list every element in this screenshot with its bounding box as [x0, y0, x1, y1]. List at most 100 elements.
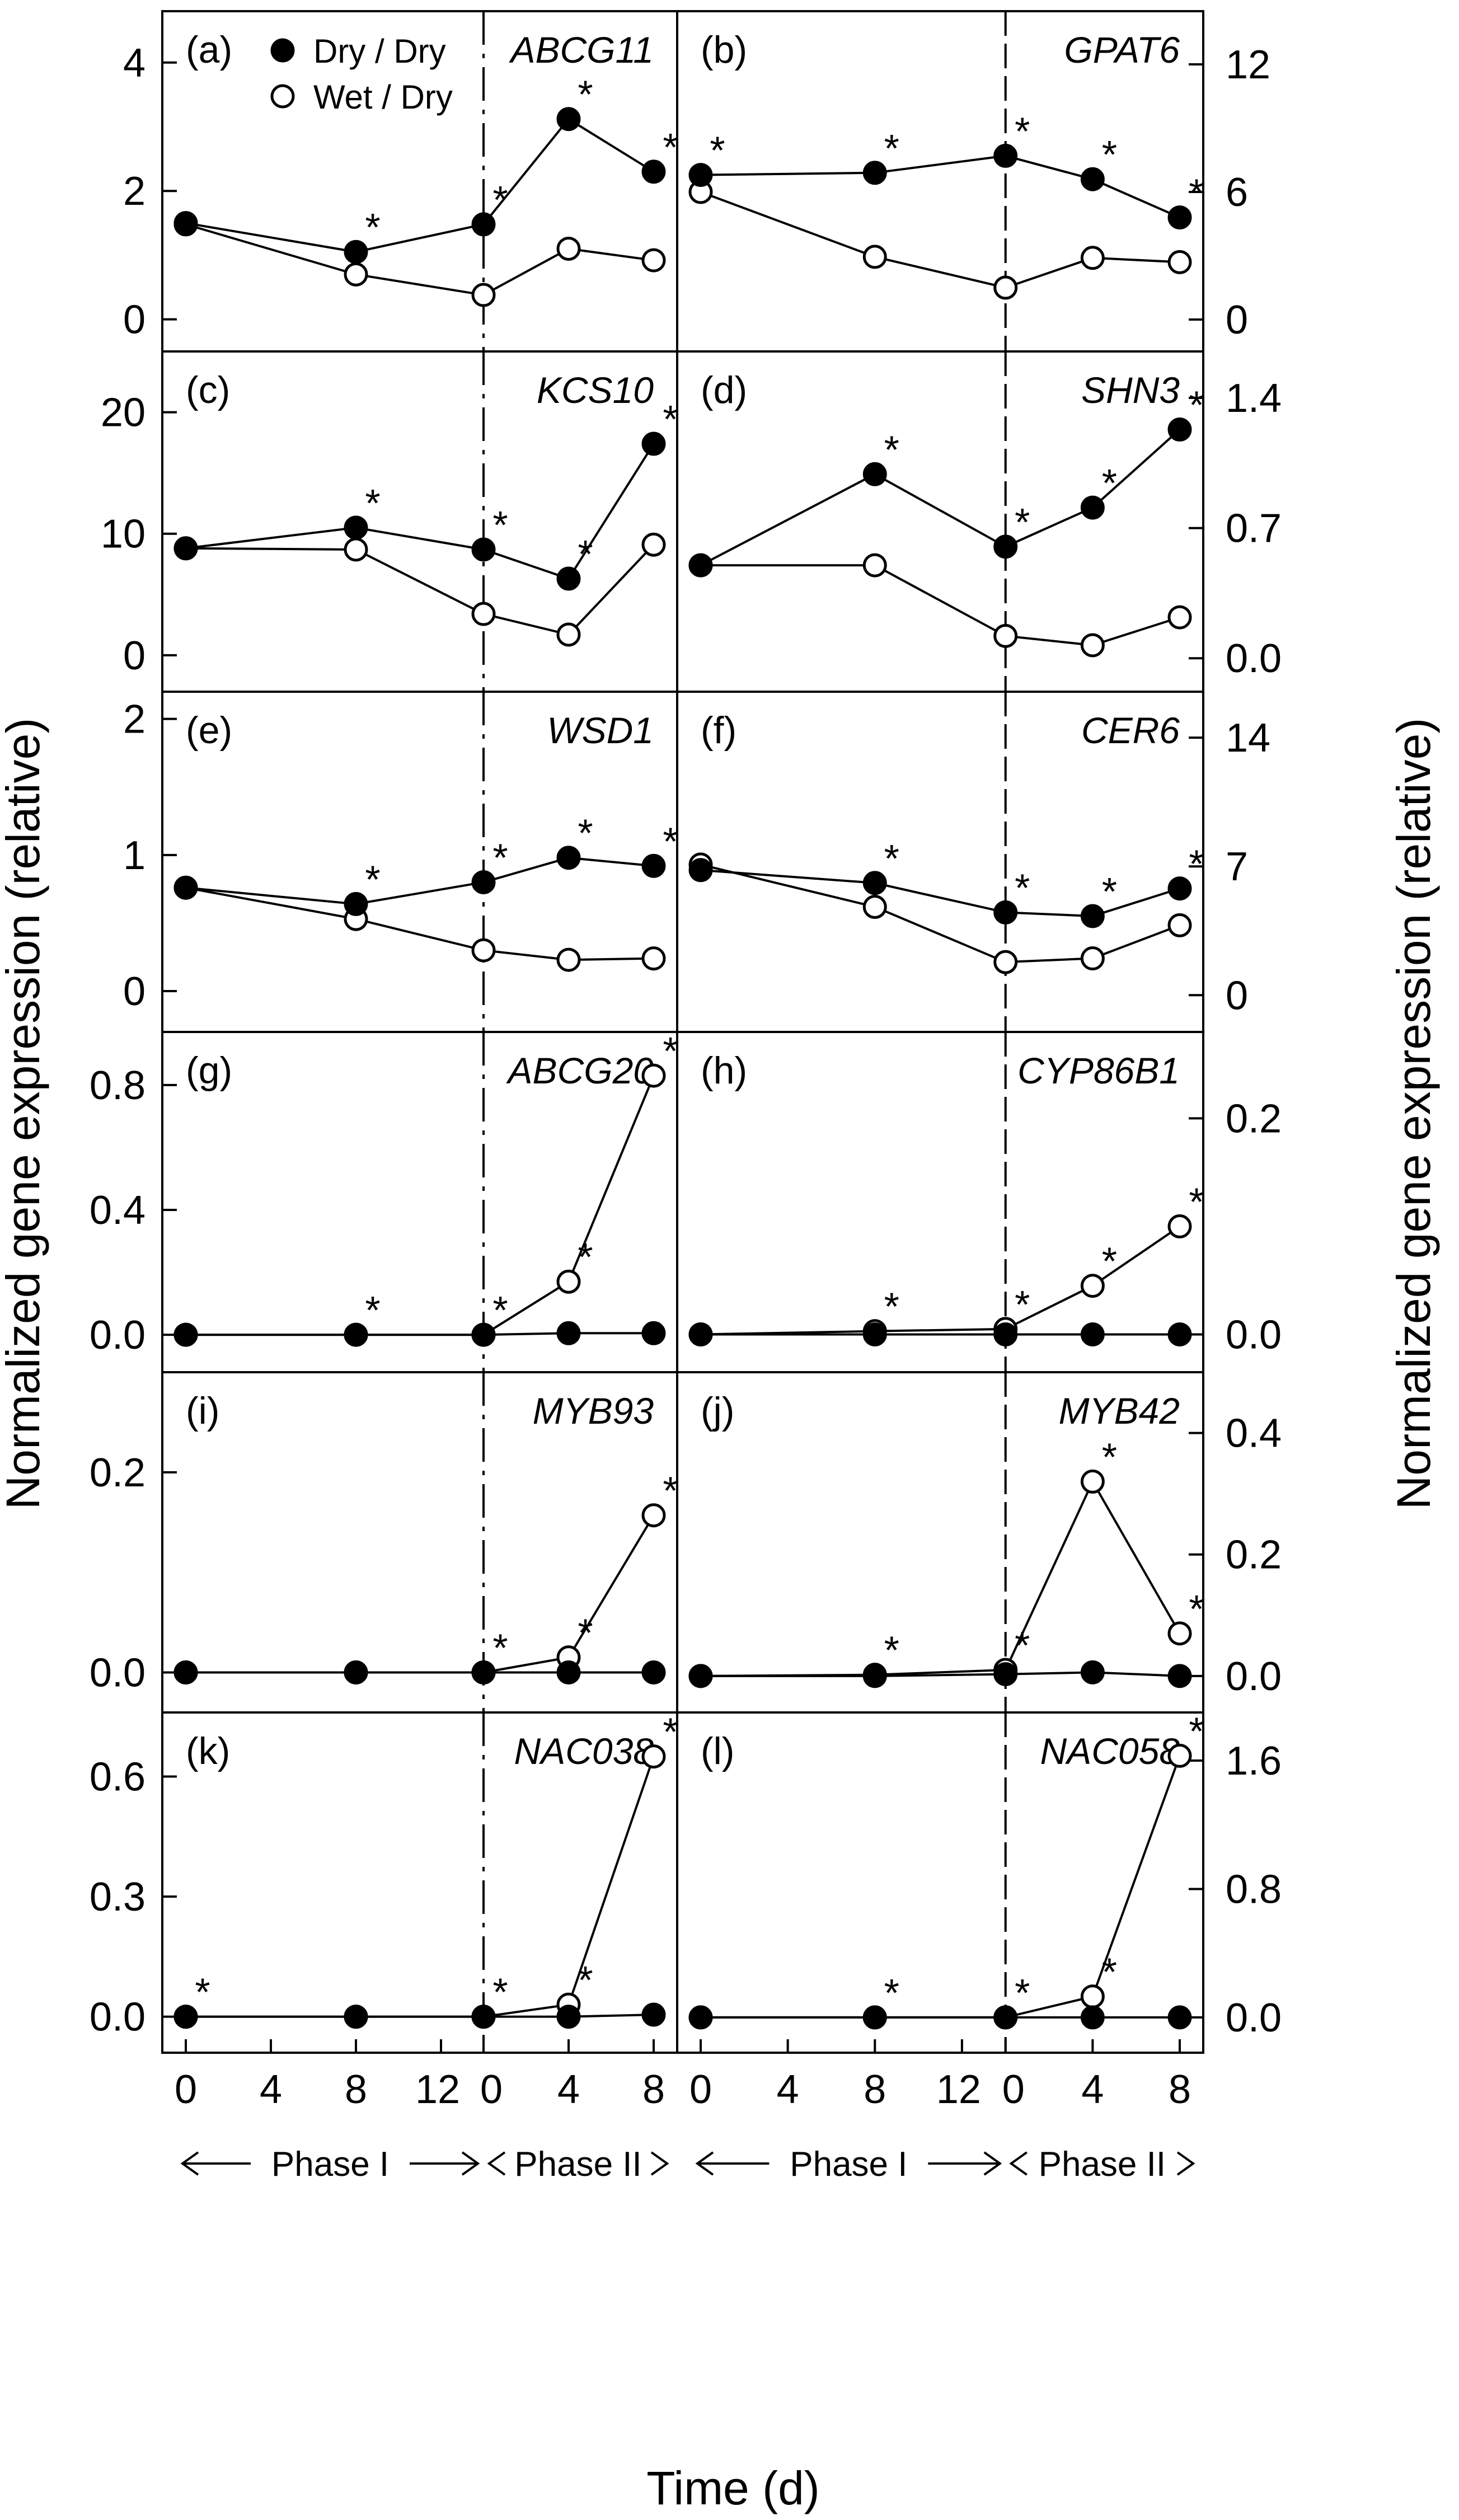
significance-star: *	[1102, 870, 1117, 913]
gene-label: ABCG11	[508, 29, 654, 71]
data-point-dry-dry	[688, 553, 713, 578]
series-line-dry-dry	[185, 856, 654, 905]
panel-letter: (c)	[186, 369, 230, 411]
significance-star: *	[578, 1235, 593, 1279]
data-point-dry-dry	[688, 2005, 713, 2030]
data-point-wet-dry	[1080, 1274, 1105, 1298]
data-point-dry-dry	[862, 1664, 887, 1688]
y-tick-label: 14	[1226, 716, 1270, 761]
significance-star: *	[365, 481, 380, 525]
data-point-dry-dry	[641, 431, 666, 456]
gene-label: KCS10	[537, 369, 654, 411]
significance-star: *	[365, 857, 380, 901]
x-tick-label: 4	[1081, 2067, 1104, 2112]
x-axis-title: Time (d)	[646, 2462, 820, 2514]
gene-label: NAC038	[514, 1730, 654, 1772]
phase-label: Phase II	[514, 2145, 641, 2184]
x-tick-label: 0	[689, 2067, 712, 2112]
data-point-wet-dry	[1080, 246, 1105, 270]
series-line-wet-dry	[701, 564, 1180, 646]
panel-letter: (j)	[701, 1390, 734, 1432]
x-tick-label: 12	[415, 2067, 460, 2112]
panel-i: 0.00.2(i) MYB93* **	[90, 1372, 678, 1712]
significance-star: *	[492, 1626, 508, 1669]
data-point-wet-dry	[556, 622, 581, 647]
series-line-dry-dry	[185, 118, 655, 254]
data-point-wet-dry	[1167, 1743, 1192, 1768]
significance-star: *	[1189, 171, 1204, 215]
data-point-wet-dry	[1080, 633, 1105, 658]
significance-star: *	[884, 1285, 899, 1329]
y-tick-label: 0.0	[90, 1313, 146, 1358]
data-point-dry-dry	[173, 1660, 198, 1684]
y-tick-label: 0.0	[1226, 636, 1282, 681]
phase-label: Phase I	[271, 2145, 389, 2184]
gene-label: NAC058	[1040, 1730, 1180, 1772]
significance-star: *	[1189, 1180, 1204, 1223]
series-line-dry-dry	[186, 1332, 654, 1336]
data-point-dry-dry	[1167, 876, 1192, 901]
data-point-dry-dry	[1080, 2005, 1105, 2030]
significance-star: *	[492, 1288, 508, 1332]
significance-star: *	[884, 126, 899, 170]
significance-star: *	[884, 1971, 899, 2015]
data-point-dry-dry	[471, 537, 496, 562]
phase-arrow-head	[461, 2151, 480, 2176]
data-point-dry-dry	[556, 1321, 581, 1345]
series-line-wet-dry	[700, 191, 1180, 289]
y-tick-label: 20	[101, 391, 146, 435]
data-point-wet-dry	[471, 283, 496, 307]
data-point-dry-dry	[556, 846, 581, 870]
data-point-dry-dry	[688, 858, 713, 883]
phase-two-arrow: Phase II	[1009, 2145, 1195, 2184]
significance-star: *	[1102, 1240, 1117, 1283]
phase-two-arrow: Phase II	[487, 2145, 669, 2184]
data-point-wet-dry	[993, 275, 1018, 300]
panel-d: 0.00.71.4(d) SHN3****	[688, 351, 1282, 692]
data-point-dry-dry	[1167, 2005, 1192, 2030]
data-point-wet-dry	[1080, 1984, 1105, 2009]
phase-label: Phase I	[790, 2145, 907, 2184]
y-tick-label: 6	[1226, 170, 1248, 215]
y-tick-label: 0.4	[90, 1188, 146, 1233]
data-point-dry-dry	[641, 159, 666, 184]
significance-star: *	[884, 1629, 899, 1672]
legend-marker-wet-dry	[270, 84, 295, 109]
gene-label: SHN3	[1081, 369, 1180, 411]
data-point-wet-dry	[641, 946, 666, 971]
panel-letter: (i)	[186, 1390, 219, 1432]
x-tick-label: 8	[642, 2067, 665, 2112]
data-point-dry-dry	[1167, 1322, 1192, 1346]
data-point-dry-dry	[1080, 167, 1105, 191]
phase-arrow-head	[695, 2151, 714, 2176]
data-point-wet-dry	[344, 537, 368, 562]
significance-star: *	[1102, 1435, 1117, 1479]
significance-star: *	[884, 837, 899, 880]
significance-star: *	[578, 1611, 593, 1655]
phase-arrow-head	[1009, 2151, 1028, 2176]
significance-star: *	[1015, 1283, 1030, 1326]
data-point-dry-dry	[993, 1322, 1018, 1346]
y-tick-label: 2	[123, 697, 146, 742]
significance-star: *	[663, 819, 678, 863]
data-point-wet-dry	[993, 950, 1018, 974]
panel-l: 0.00.81.6(l) NAC058* * **	[688, 1709, 1282, 2053]
data-point-wet-dry	[641, 1063, 666, 1088]
data-point-dry-dry	[1167, 205, 1192, 230]
x-tick-label: 8	[864, 2067, 886, 2112]
data-point-wet-dry	[471, 602, 496, 626]
significance-star: *	[663, 397, 678, 441]
significance-star: *	[578, 73, 593, 116]
significance-star: *	[1015, 109, 1030, 153]
gene-label: MYB42	[1059, 1390, 1180, 1432]
significance-star: *	[1015, 1623, 1030, 1667]
data-point-wet-dry	[862, 245, 887, 269]
data-point-dry-dry	[344, 515, 368, 540]
data-point-dry-dry	[993, 534, 1018, 559]
data-point-dry-dry	[173, 536, 198, 561]
significance-star: *	[1015, 866, 1030, 909]
y-tick-label: 0.0	[1226, 1654, 1282, 1699]
panel-b: 0 6 12 (b) GPAT6 * * * * *	[688, 11, 1270, 351]
y-tick-label: 0	[123, 969, 146, 1014]
